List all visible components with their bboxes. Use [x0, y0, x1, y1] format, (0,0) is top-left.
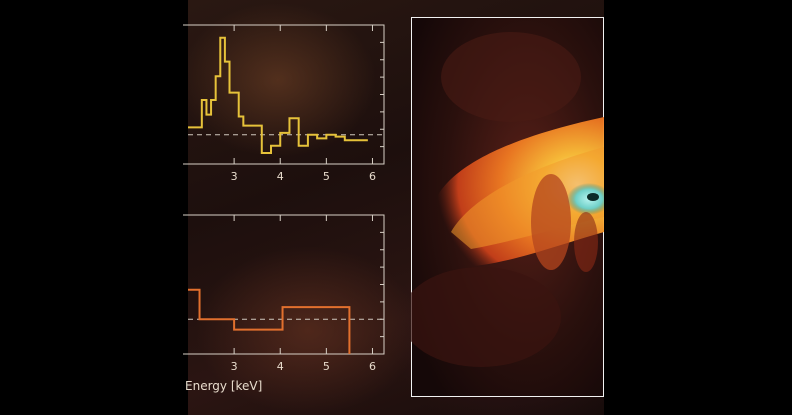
spectrum-step-line — [188, 288, 351, 354]
spectra-charts: 3 4 5 6 3 4 5 6 Energy [keV] — [183, 24, 385, 393]
x-tick-label: 6 — [369, 360, 376, 373]
x-tick-label: 3 — [231, 360, 238, 373]
x-tick-label: 4 — [277, 170, 284, 183]
spectrum-step-line — [188, 36, 368, 155]
x-tick-label: 3 — [231, 170, 238, 183]
x-tick-label: 5 — [323, 360, 330, 373]
x-axis-label: Energy [keV] — [185, 379, 262, 393]
upper-spectrum-panel: 3 4 5 6 — [183, 24, 385, 183]
accretion-disk-illustration — [411, 17, 604, 397]
plot-frame — [183, 214, 385, 355]
lower-spectrum-panel: 3 4 5 6 — [183, 214, 385, 373]
x-tick-label: 5 — [323, 170, 330, 183]
x-tick-label: 6 — [369, 170, 376, 183]
x-tick-label: 4 — [277, 360, 284, 373]
plot-frame — [183, 24, 385, 165]
